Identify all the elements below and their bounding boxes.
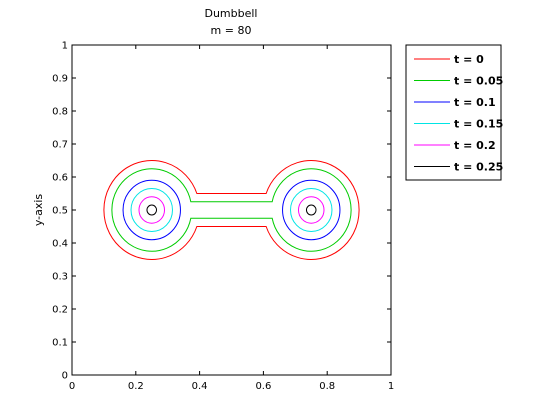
series-curve bbox=[130, 188, 173, 232]
y-tick-label: 0.2 bbox=[52, 305, 68, 316]
legend-label: t = 0 bbox=[454, 53, 484, 66]
x-tick-label: 0.6 bbox=[255, 381, 271, 392]
y-tick-label: 0.8 bbox=[52, 107, 68, 118]
y-tick-label: 0.6 bbox=[52, 173, 68, 184]
legend-label: t = 0.15 bbox=[454, 118, 503, 131]
series-curve bbox=[103, 160, 360, 260]
curves-layer bbox=[103, 160, 360, 260]
x-tick-label: 0.4 bbox=[192, 381, 208, 392]
x-tick-label: 0.2 bbox=[128, 381, 144, 392]
y-tick-label: 0.7 bbox=[52, 140, 68, 151]
legend-box bbox=[405, 44, 502, 181]
series-curve bbox=[138, 196, 166, 224]
y-tick-label: 1 bbox=[62, 41, 68, 52]
series-curve bbox=[111, 168, 352, 252]
legend-label: t = 0.2 bbox=[454, 139, 496, 152]
series-curve bbox=[146, 204, 158, 216]
plot-area bbox=[103, 160, 360, 260]
legend-label: t = 0.25 bbox=[454, 161, 503, 174]
y-axis-label: y-axis bbox=[32, 194, 45, 227]
chart-subtitle: m = 80 bbox=[211, 24, 252, 37]
chart-title: Dumbbell bbox=[204, 7, 257, 20]
x-tick-label: 1 bbox=[388, 381, 394, 392]
y-tick-label: 0.5 bbox=[52, 206, 68, 217]
series-curve bbox=[282, 179, 341, 241]
legend: t = 0 t = 0.05 t = 0.1 t = 0.15 t = 0.2 t = 0… bbox=[405, 44, 503, 181]
plot-frame bbox=[71, 44, 392, 376]
series-curve bbox=[122, 179, 181, 241]
series-curve bbox=[297, 196, 325, 224]
legend-label: t = 0.05 bbox=[454, 75, 503, 88]
legend-label: t = 0.1 bbox=[454, 96, 496, 109]
x-tick-label: 0.8 bbox=[319, 381, 335, 392]
series-curve bbox=[290, 188, 333, 232]
series-curve bbox=[305, 204, 317, 216]
y-tick-label: 0.9 bbox=[52, 74, 68, 85]
y-tick-label: 0.3 bbox=[52, 272, 68, 283]
y-tick-label: 0 bbox=[62, 371, 68, 382]
ticks-layer: 0 0.2 0.4 0.6 0.8 1 0 0.1 0.2 0.3 0.4 0.5 0.6 0.7 0.8 0… bbox=[52, 41, 394, 393]
y-tick-label: 0.4 bbox=[52, 239, 68, 250]
x-tick-label: 0 bbox=[69, 381, 75, 392]
y-tick-label: 0.1 bbox=[52, 338, 68, 349]
